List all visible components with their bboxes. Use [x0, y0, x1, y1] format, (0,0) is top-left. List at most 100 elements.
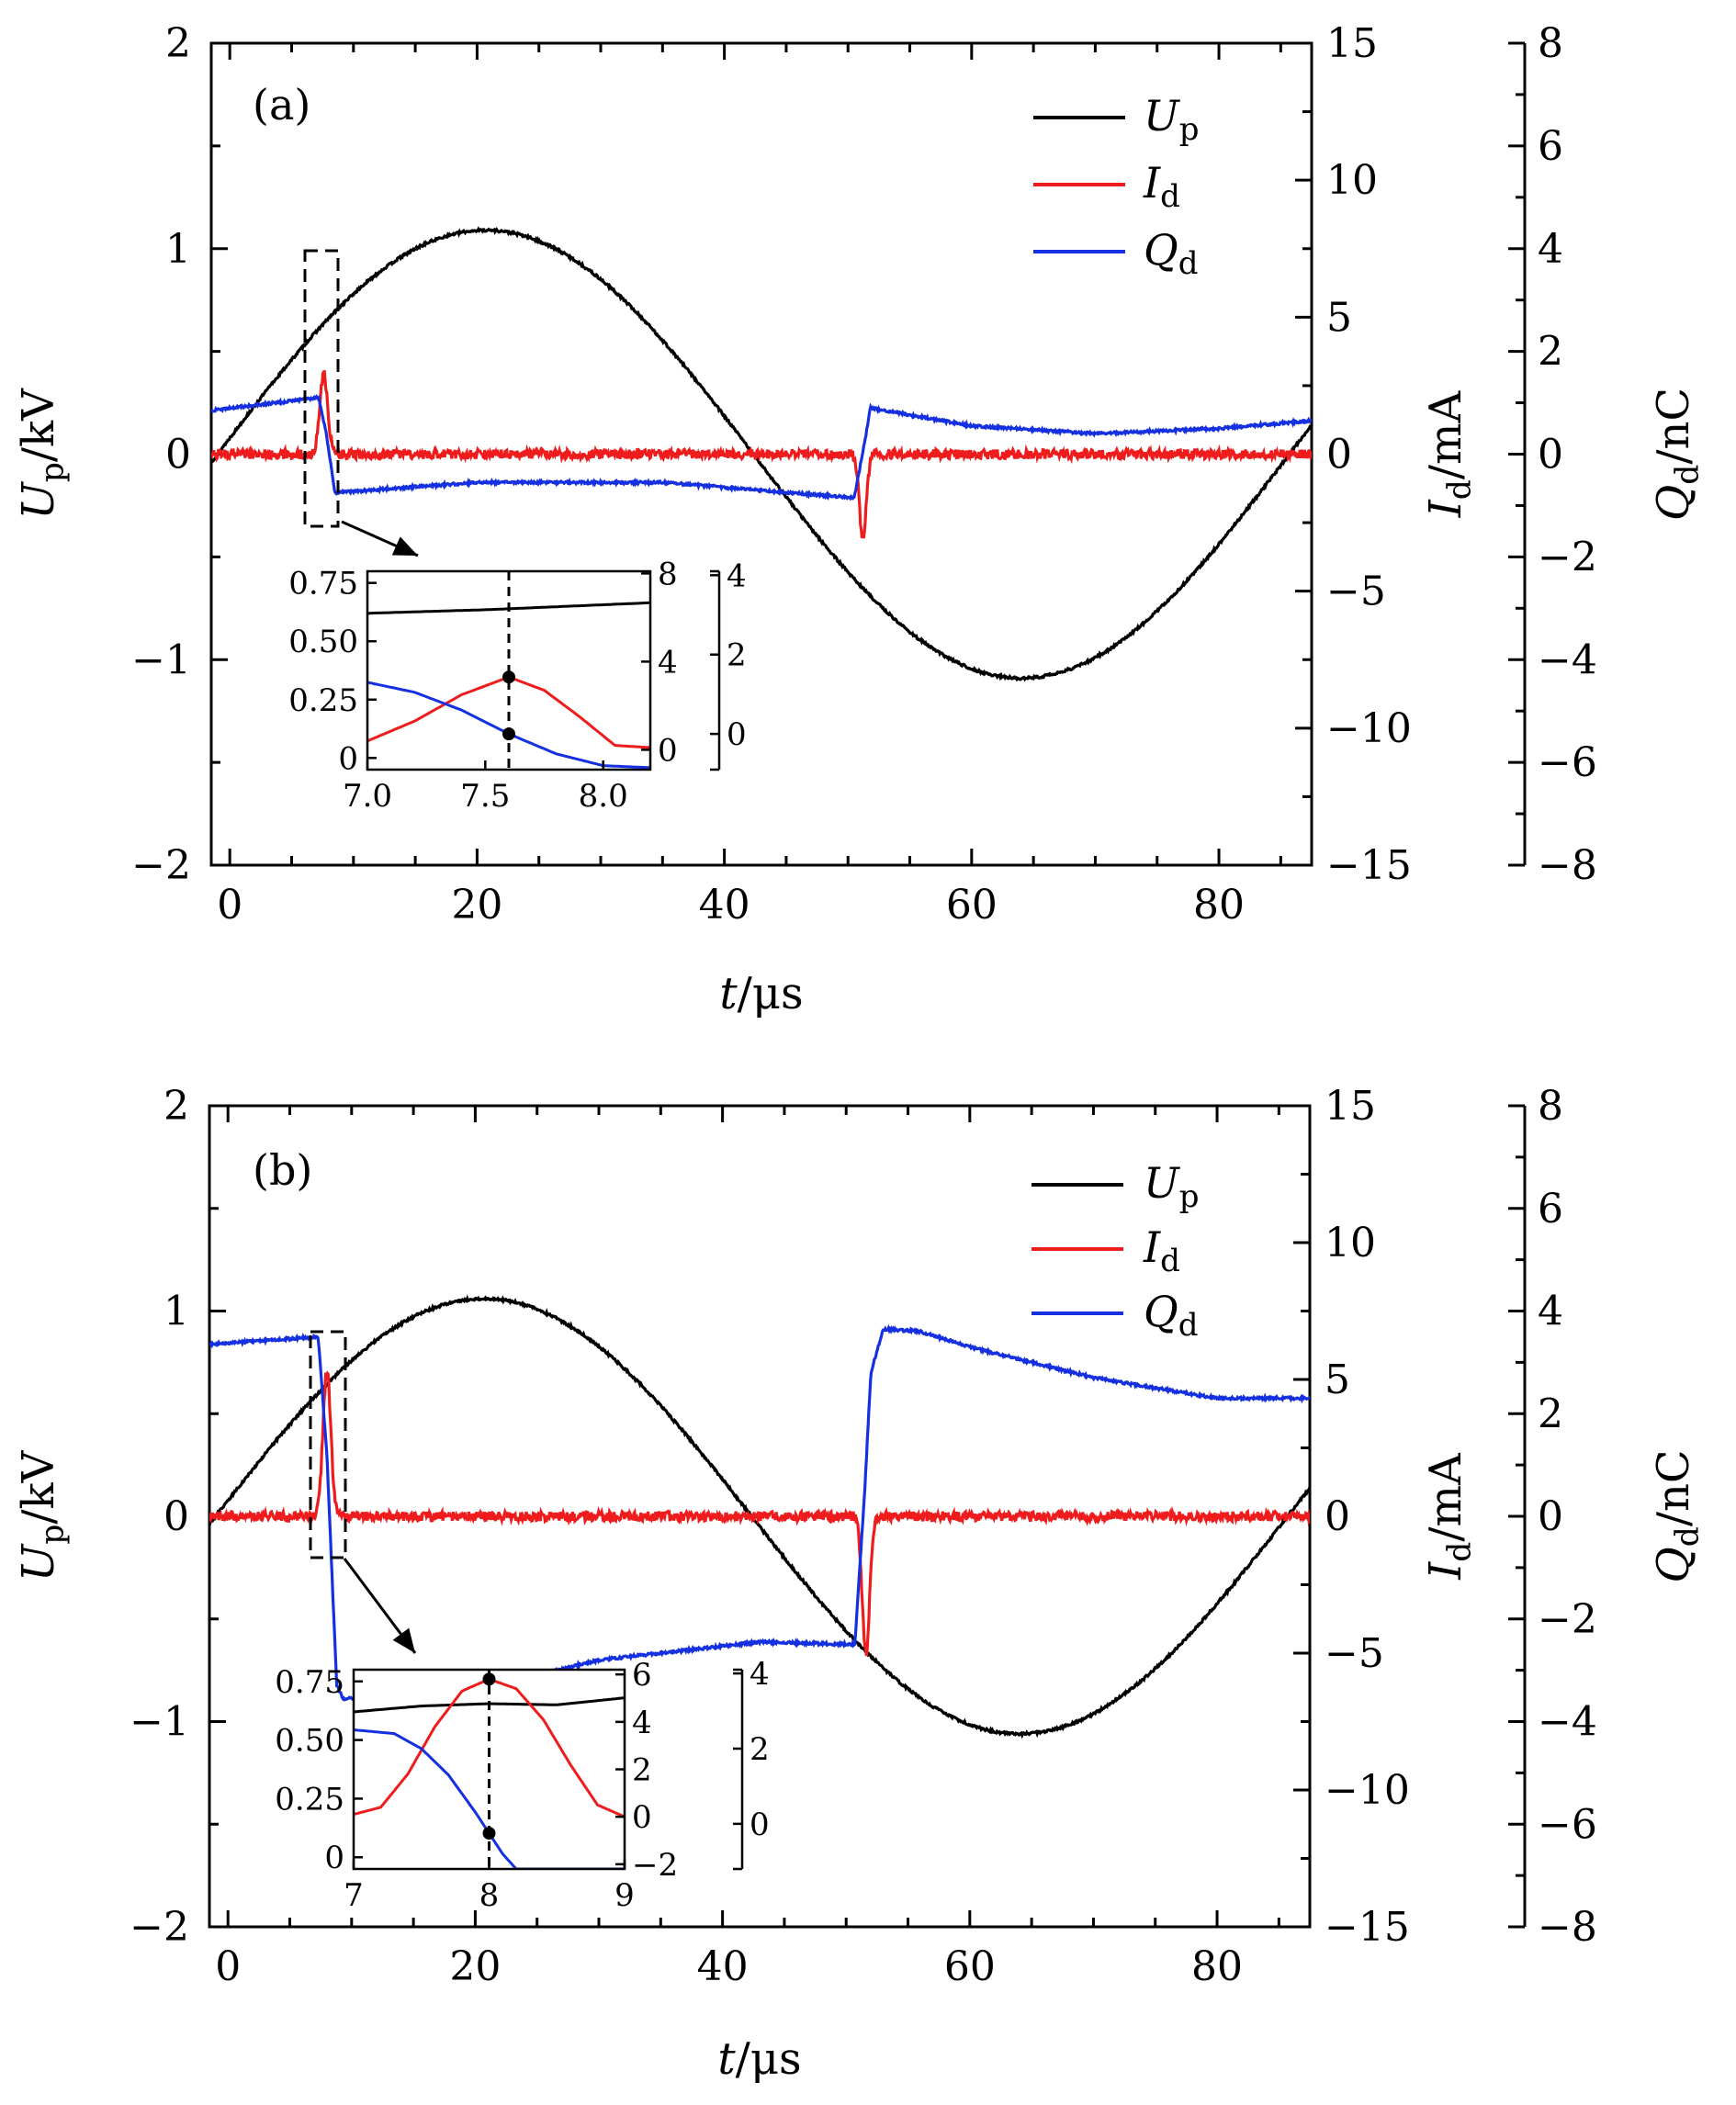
x-tick-label: 60 — [946, 882, 998, 929]
inset-right2-tick-label: 2 — [727, 637, 747, 674]
zoom-region-box — [303, 249, 340, 528]
left-tick-label: −1 — [131, 636, 191, 683]
right2-tick-label: 2 — [1538, 1390, 1563, 1437]
right2-tick-label: −2 — [1538, 1596, 1597, 1643]
right2-tick-label: −4 — [1538, 1699, 1597, 1746]
panel-a: 0 20 40 60 80−2−1012−15−10−5051015−8−6−4−202… — [13, 20, 1707, 1019]
right2-tick-label: 6 — [1538, 1186, 1563, 1233]
inset-left-tick-label: 0.75 — [275, 1664, 344, 1701]
right1-axis-title: Id/mA — [1420, 389, 1479, 518]
left-tick-label: 1 — [163, 1289, 189, 1335]
left-tick-label: 0 — [165, 432, 191, 478]
x-tick-label: 0 — [217, 882, 242, 929]
right1-tick-label: −15 — [1326, 842, 1412, 889]
right2-tick-label: 6 — [1538, 123, 1563, 170]
inset-left-tick-label: 0.75 — [288, 566, 358, 602]
right2-tick-label: 2 — [1538, 329, 1563, 376]
legend-label-Q: Qd — [1144, 1287, 1198, 1344]
inset-marker-dot-Qd — [482, 1827, 496, 1840]
right1-tick-label: −15 — [1325, 1904, 1410, 1951]
right2-tick-label: −2 — [1538, 534, 1597, 580]
x-axis-title: t/μs — [717, 2033, 801, 2085]
right1-axis-title: Id/mA — [1420, 1452, 1479, 1581]
legend-label-I: Id — [1143, 158, 1180, 215]
inset: 7 8 9 0 0.25 0.50 0.75 −2 0 2 4 6 0 2 4 — [275, 1656, 769, 1914]
x-tick-label: 40 — [697, 1943, 749, 1990]
inset-right2-tick-label: 0 — [727, 716, 747, 753]
right2-tick-label: 4 — [1538, 226, 1563, 273]
x-tick-label: 40 — [699, 882, 750, 929]
inset-right1-tick-label: 8 — [658, 556, 678, 592]
left-tick-label: 1 — [165, 226, 191, 273]
inset-right1-tick-label: 4 — [658, 644, 678, 681]
left-tick-label: −2 — [130, 1904, 189, 1951]
legend-label-U: Up — [1144, 91, 1200, 148]
right1-tick-label: −5 — [1325, 1630, 1384, 1677]
series-Id-line — [209, 1370, 1310, 1657]
inset-marker-dot-Id — [482, 1672, 496, 1686]
inset-left-tick-label: 0.50 — [288, 624, 358, 660]
inset-right2-tick-label: 4 — [727, 557, 747, 594]
left-axis-title: Up/kV — [13, 388, 72, 520]
right2-tick-label: 8 — [1538, 20, 1563, 67]
zoom-region-box — [309, 1330, 347, 1559]
inset-x-tick-label: 9 — [614, 1877, 635, 1914]
right2-tick-label: 4 — [1538, 1289, 1563, 1335]
inset-right2-tick-label: 4 — [750, 1656, 770, 1693]
inset-right1-tick-label: 4 — [632, 1705, 652, 1741]
inset-marker-dot-Qd — [502, 727, 515, 741]
series-Qd-line — [211, 394, 1312, 501]
right1-tick-label: −5 — [1326, 568, 1386, 615]
x-tick-label: 60 — [944, 1943, 996, 1990]
zoom-arrow-head — [392, 1627, 415, 1653]
left-tick-label: 2 — [163, 1083, 189, 1130]
x-tick-label: 0 — [215, 1943, 241, 1990]
left-tick-label: 2 — [165, 20, 191, 67]
right1-tick-label: 0 — [1325, 1493, 1350, 1540]
right2-tick-label: −8 — [1538, 1904, 1597, 1951]
right1-tick-label: −10 — [1325, 1767, 1410, 1814]
x-tick-label: 80 — [1191, 1943, 1243, 1990]
right2-tick-label: −6 — [1538, 739, 1597, 786]
inset-right1-tick-label: 0 — [632, 1799, 652, 1836]
inset-x-tick-label: 8 — [479, 1877, 500, 1914]
panel-label: (b) — [253, 1145, 312, 1195]
inset-left-tick-label: 0 — [324, 1840, 344, 1876]
right1-tick-label: 5 — [1326, 294, 1352, 341]
inset-x-tick-label: 7 — [344, 1877, 364, 1914]
right2-axis-title: Qd/nC — [1648, 388, 1707, 521]
left-tick-label: −1 — [130, 1699, 189, 1746]
left-axis-title: Up/kV — [13, 1449, 72, 1582]
inset-right1-tick-label: 0 — [658, 732, 678, 769]
inset-right1-tick-label: 6 — [632, 1657, 652, 1694]
inset-left-tick-label: 0.25 — [275, 1781, 344, 1818]
right1-tick-label: 10 — [1325, 1220, 1376, 1266]
inset-marker-dot-Id — [502, 670, 515, 684]
series-Id-line — [211, 369, 1312, 539]
inset-right1-tick-label: −2 — [632, 1847, 678, 1884]
series-Up-line — [211, 226, 1312, 682]
right2-tick-label: −6 — [1538, 1801, 1597, 1848]
x-tick-label: 20 — [451, 882, 502, 929]
right2-tick-label: 0 — [1538, 1493, 1563, 1540]
x-axis-title: t/μs — [719, 968, 803, 1019]
right1-tick-label: 5 — [1325, 1356, 1350, 1403]
right1-tick-label: 0 — [1326, 432, 1352, 478]
right2-axis-title: Qd/nC — [1648, 1449, 1707, 1582]
inset: 7.0 7.5 8.0 0 0.25 0.50 0.75 0 4 8 0 2 4 — [288, 556, 746, 815]
inset-left-tick-label: 0.50 — [275, 1723, 344, 1760]
x-tick-label: 80 — [1193, 882, 1245, 929]
legend-label-U: Up — [1144, 1158, 1200, 1215]
legend-label-I: Id — [1143, 1222, 1180, 1279]
right2-tick-label: 8 — [1538, 1083, 1563, 1130]
inset-left-tick-label: 0.25 — [288, 682, 358, 719]
series-Up-line — [209, 1294, 1310, 1739]
inset-right2-tick-label: 0 — [750, 1807, 770, 1843]
left-tick-label: 0 — [163, 1493, 189, 1540]
inset-right1-tick-label: 2 — [632, 1752, 652, 1789]
inset-x-tick-label: 8.0 — [579, 778, 628, 815]
right1-tick-label: 10 — [1326, 157, 1378, 204]
right2-tick-label: 0 — [1538, 432, 1563, 478]
panel-label: (a) — [253, 80, 310, 129]
